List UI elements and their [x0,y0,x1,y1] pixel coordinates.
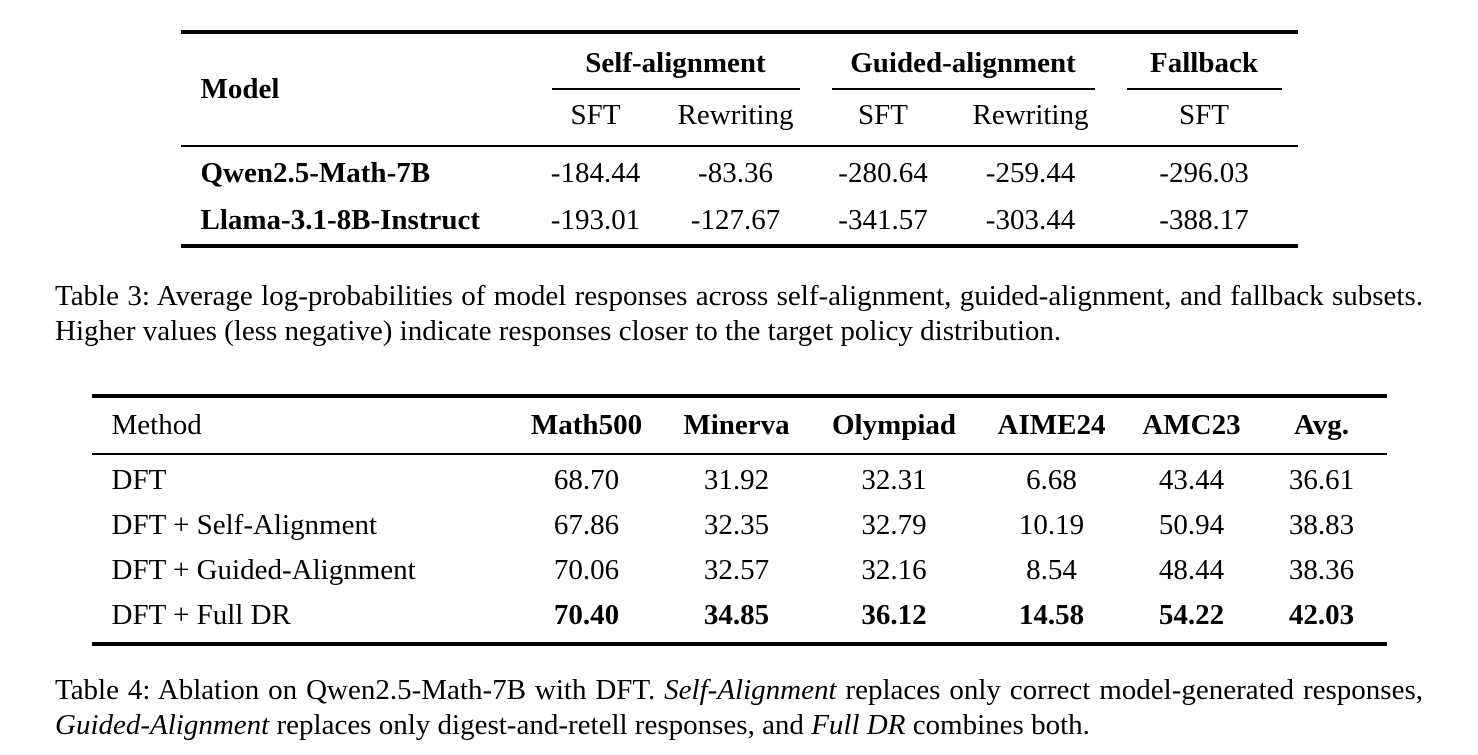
log-prob-table: Model Self-alignment Guided-alignment Fa… [180,30,1298,248]
column-header-minerva: Minerva [683,409,790,441]
ablation-table: Method Math500 Minerva Olympiad AIME24 A… [91,394,1387,646]
value-cell: 38.36 [1288,554,1355,586]
table-3-caption: Table 3: Average log-probabilities of mo… [55,280,1423,347]
value-cell: 34.85 [703,599,770,631]
table-row-best: DFT + Full DR 70.40 34.85 36.12 14.58 54… [92,593,1387,644]
group-header-self-alignment: Self-alignment [536,32,816,90]
value-cell: 32.31 [861,464,927,496]
value-cell: 32.57 [703,554,770,586]
value-cell: -259.44 [985,157,1076,189]
value-cell: 70.06 [553,554,620,586]
value-cell: -83.36 [698,157,773,189]
column-header-olympiad: Olympiad [831,409,957,441]
log-prob-table-header: Model Self-alignment Guided-alignment Fa… [180,32,1298,146]
group-header-fallback: Fallback [1111,32,1298,90]
value-cell: 68.70 [553,464,620,496]
column-header-model: Model [200,73,280,105]
table-row: Qwen2.5-Math-7B -184.44 -83.36 -280.64 -… [181,146,1298,197]
value-cell: 67.86 [553,509,620,541]
value-cell: 36.61 [1288,464,1355,496]
method-cell: DFT + Full DR [111,599,291,631]
table-row: DFT 68.70 31.92 32.31 6.68 43.44 36.61 [92,454,1387,503]
table-row: Llama-3.1-8B-Instruct -193.01 -127.67 -3… [181,197,1298,246]
table-row: DFT + Self-Alignment 67.86 32.35 32.79 1… [92,503,1387,548]
group-header-self-alignment-label: Self-alignment [551,46,800,90]
model-name-cell: Qwen2.5-Math-7B [200,157,431,189]
subheader-guided-sft: SFT [858,99,908,131]
table-4-caption: Table 4: Ablation on Qwen2.5-Math-7B wit… [55,674,1423,741]
value-cell: 32.79 [861,509,927,541]
subheader-guided-rewriting: Rewriting [972,99,1089,131]
value-cell: 36.12 [861,599,927,631]
method-cell: DFT [111,464,167,496]
model-name-cell: Llama-3.1-8B-Instruct [200,204,481,236]
column-header-method: Method [111,409,202,441]
value-cell: -193.01 [550,204,641,236]
method-cell: DFT + Guided-Alignment [111,554,416,586]
column-header-math500: Math500 [530,409,643,441]
value-cell: -280.64 [838,157,928,189]
value-cell: 42.03 [1288,599,1355,631]
group-header-fallback-label: Fallback [1126,46,1282,90]
subheader-fallback-sft: SFT [1179,99,1229,131]
value-cell: -341.57 [838,204,928,236]
subheader-self-rewriting: Rewriting [677,99,794,131]
column-header-avg: Avg. [1293,409,1350,441]
method-cell: DFT + Self-Alignment [111,509,378,541]
value-cell: 70.40 [553,599,620,631]
value-cell: 50.94 [1158,509,1225,541]
value-cell: 31.92 [703,464,770,496]
value-cell: 32.35 [703,509,770,541]
value-cell: -303.44 [985,204,1076,236]
value-cell: 32.16 [861,554,927,586]
value-cell: -296.03 [1159,157,1249,189]
value-cell: 6.68 [1026,464,1077,496]
value-cell: 48.44 [1158,554,1225,586]
table-row: DFT + Guided-Alignment 70.06 32.57 32.16… [92,548,1387,593]
subheader-self-sft: SFT [570,99,621,131]
value-cell: 10.19 [1018,509,1085,541]
value-cell: -127.67 [690,204,781,236]
group-header-guided-alignment-label: Guided-alignment [831,46,1095,90]
column-header-amc23: AMC23 [1142,409,1241,441]
value-cell: -388.17 [1159,204,1249,236]
ablation-table-header: Method Math500 Minerva Olympiad AIME24 A… [91,396,1387,454]
value-cell: 54.22 [1158,599,1225,631]
value-cell: 38.83 [1288,509,1355,541]
group-header-guided-alignment: Guided-alignment [816,32,1111,90]
value-cell: 43.44 [1158,464,1225,496]
column-header-aime24: AIME24 [997,409,1106,441]
value-cell: 14.58 [1018,599,1085,631]
value-cell: -184.44 [550,157,641,189]
value-cell: 8.54 [1026,554,1077,586]
